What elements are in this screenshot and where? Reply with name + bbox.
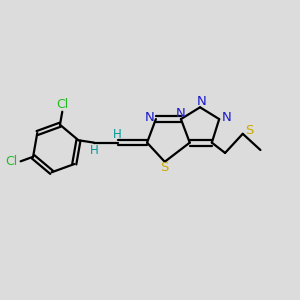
Text: Cl: Cl — [6, 155, 18, 168]
Text: S: S — [245, 124, 254, 137]
Text: N: N — [145, 111, 154, 124]
Text: N: N — [222, 111, 231, 124]
Text: S: S — [160, 160, 169, 174]
Text: H: H — [113, 128, 122, 141]
Text: H: H — [90, 144, 98, 158]
Text: Cl: Cl — [56, 98, 68, 111]
Text: N: N — [176, 107, 186, 120]
Text: N: N — [197, 95, 206, 108]
